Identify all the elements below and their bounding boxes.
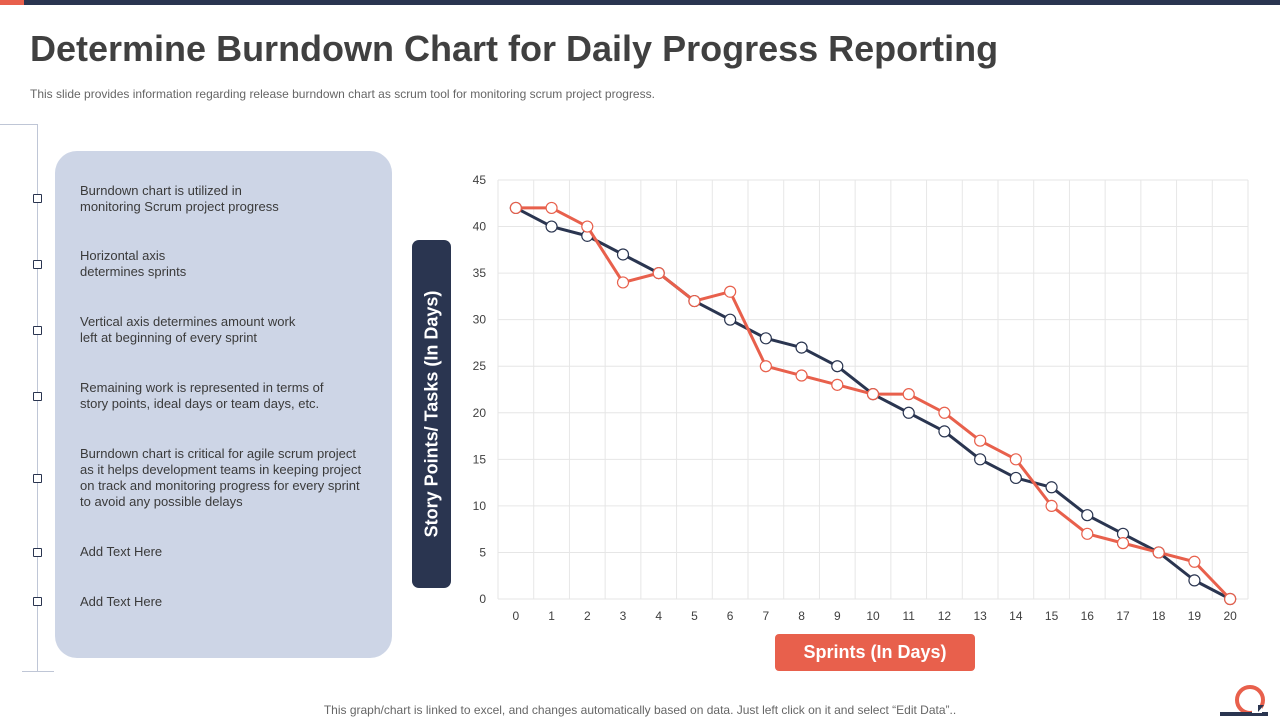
series-1-point: [759, 332, 772, 345]
x-tick-label: 15: [1045, 609, 1059, 623]
x-tick-label: 10: [866, 609, 880, 623]
footer-note: This graph/chart is linked to excel, and…: [323, 703, 957, 717]
x-tick-label: 17: [1116, 609, 1130, 623]
y-tick-label: 35: [473, 266, 487, 280]
page-subtitle: This slide provides information regardin…: [30, 87, 655, 101]
bullet-marker: [33, 474, 42, 483]
y-axis-label-box: Story Points/ Tasks (In Days): [412, 240, 451, 588]
series-2-point: [545, 201, 558, 215]
bullet-text: Horizontal axis determines sprints: [80, 248, 187, 279]
series-2-point: [652, 267, 665, 280]
y-tick-label: 0: [479, 592, 486, 606]
bullet-text: Add Text Here: [80, 594, 163, 609]
series-2-point: [1188, 555, 1201, 568]
bullet-text: Remaining work is represented in terms o…: [80, 380, 324, 411]
series-2-point: [938, 406, 951, 419]
series-2-point: [724, 285, 737, 298]
brand-logo-icon: [1220, 685, 1268, 716]
y-tick-label: 25: [473, 359, 487, 373]
x-tick-label: 9: [834, 609, 841, 623]
y-tick-label: 5: [479, 545, 486, 559]
x-tick-label: 4: [655, 609, 662, 623]
y-tick-label: 30: [473, 313, 487, 327]
series-1-point: [1081, 509, 1094, 522]
series-2-point: [509, 201, 522, 215]
bullet-marker: [33, 260, 42, 269]
bullet-marker: [33, 392, 42, 401]
y-tick-label: 45: [473, 173, 487, 187]
series-2-point: [759, 360, 772, 373]
x-axis-label: Sprints (In Days): [775, 634, 975, 671]
y-tick-label: 10: [473, 499, 487, 513]
series-1-point: [616, 248, 630, 261]
x-tick-label: 7: [763, 609, 770, 623]
x-tick-label: 1: [548, 609, 555, 623]
x-tick-label: 6: [727, 609, 734, 623]
series-2-point: [1045, 499, 1058, 512]
series-2-point: [1116, 537, 1130, 550]
page-title: Determine Burndown Chart for Daily Progr…: [30, 28, 999, 69]
x-tick-label: 13: [973, 609, 987, 623]
x-tick-label: 19: [1188, 609, 1202, 623]
series-1-point: [1188, 574, 1201, 587]
bullet-marker: [33, 194, 42, 203]
series-2-point: [688, 294, 701, 308]
x-tick-label: 20: [1223, 609, 1237, 623]
bullet-marker: [33, 597, 42, 606]
x-tick-label: 8: [798, 609, 805, 623]
series-1-point: [1045, 481, 1058, 494]
bullet-text: Burndown chart is critical for agile scr…: [80, 446, 362, 509]
x-tick-label: 11: [902, 609, 915, 623]
y-tick-label: 15: [473, 452, 487, 466]
bullet-marker: [33, 548, 42, 557]
timeline-top-line: [0, 124, 38, 125]
series-1-point: [974, 453, 987, 466]
x-tick-label: 2: [584, 609, 591, 623]
series-2-point: [616, 276, 630, 289]
x-tick-label: 0: [513, 609, 520, 623]
series-2-point: [581, 220, 594, 233]
series-1-point: [938, 425, 951, 438]
x-tick-label: 16: [1081, 609, 1095, 623]
x-tick-label: 14: [1009, 609, 1023, 623]
x-tick-label: 12: [938, 609, 952, 623]
series-2-point: [795, 369, 808, 382]
bullet-text: Add Text Here: [80, 544, 163, 559]
bullet-text: Vertical axis determines amount work lef…: [80, 314, 296, 345]
x-tick-label: 3: [620, 609, 627, 623]
series-1-point: [1009, 471, 1022, 485]
bullet-text: Burndown chart is utilized in monitoring…: [80, 183, 279, 214]
timeline-bottom-line: [22, 671, 54, 672]
series-1-point: [831, 360, 844, 373]
series-2-point: [1081, 527, 1094, 540]
x-tick-label: 5: [691, 609, 698, 623]
series-1-point: [545, 220, 558, 233]
series-2-point: [831, 378, 844, 391]
series-1-point: [902, 406, 915, 419]
y-tick-label: 40: [473, 220, 487, 234]
bullet-marker: [33, 326, 42, 335]
series-1-point: [795, 341, 808, 354]
series-2-point: [1152, 546, 1165, 559]
top-accent: [0, 0, 24, 5]
series-2-point: [974, 434, 987, 447]
series-2-point: [1009, 453, 1022, 466]
series-1-point: [724, 313, 737, 326]
series-2-point: [902, 388, 915, 401]
x-tick-label: 18: [1152, 609, 1166, 623]
bullet-panel: [55, 151, 392, 658]
series-2-point: [1224, 592, 1237, 606]
y-tick-label: 20: [473, 406, 487, 420]
top-bar: [0, 0, 1280, 5]
series-2-point: [866, 388, 880, 401]
